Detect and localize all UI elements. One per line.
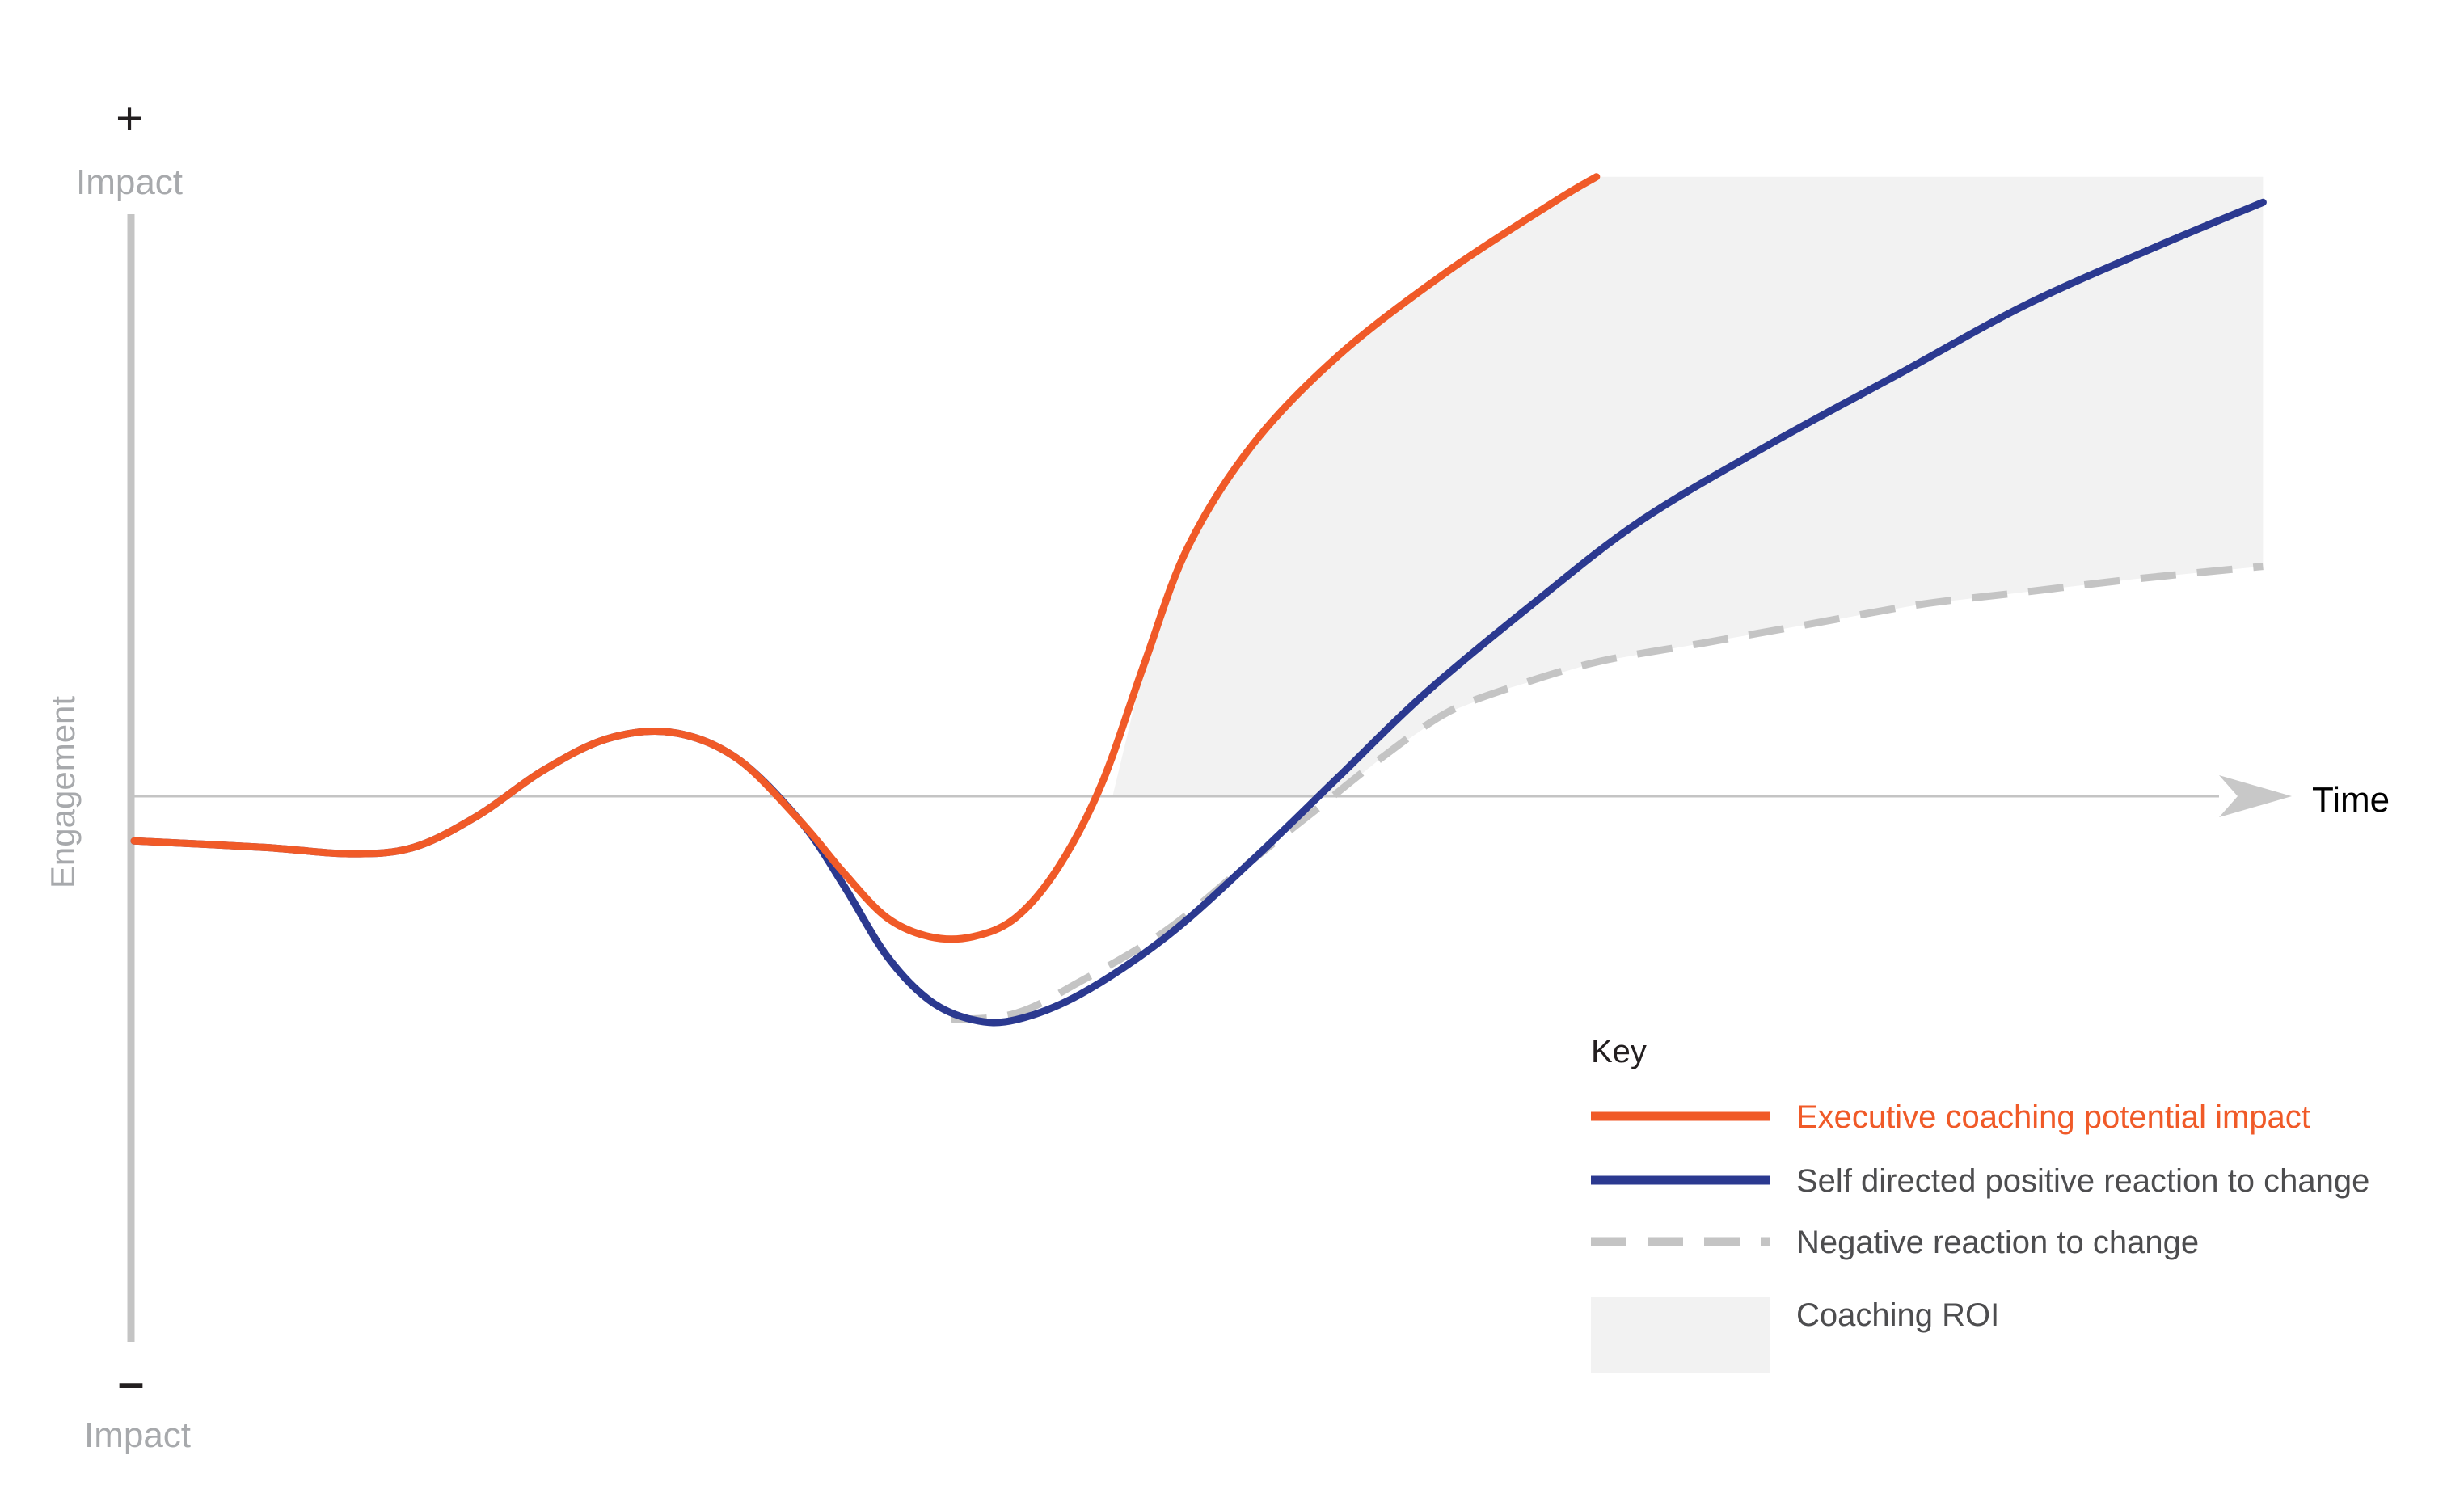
series-line-2: [951, 563, 2264, 1023]
legend-items: Executive coaching potential impact Self …: [1591, 1099, 2369, 1373]
legend-label-0: Executive coaching potential impact: [1796, 1099, 2310, 1135]
series-line-0: [130, 173, 1601, 943]
legend: Key Executive coaching potential impact S…: [1591, 1034, 2369, 1373]
y-axis-top-label: Impact: [76, 162, 183, 202]
x-axis-arrow-icon: [2219, 775, 2292, 817]
x-axis-title: Time: [2312, 780, 2390, 820]
y-axis-title: Engagement: [44, 696, 82, 889]
y-axis-bottom-label: Impact: [84, 1415, 191, 1455]
y-axis-minus-marker: –: [118, 1356, 144, 1409]
legend-swatch-roi: [1591, 1297, 1770, 1373]
legend-label-roi: Coaching ROI: [1796, 1297, 1999, 1333]
y-axis-plus-marker: +: [116, 92, 143, 145]
series-layer: [130, 173, 2267, 1027]
coaching-roi-area: [1112, 176, 2264, 796]
legend-label-2: Negative reaction to change: [1796, 1225, 2199, 1260]
legend-title: Key: [1591, 1034, 1647, 1069]
legend-label-1: Self directed positive reaction to chang…: [1796, 1163, 2369, 1199]
